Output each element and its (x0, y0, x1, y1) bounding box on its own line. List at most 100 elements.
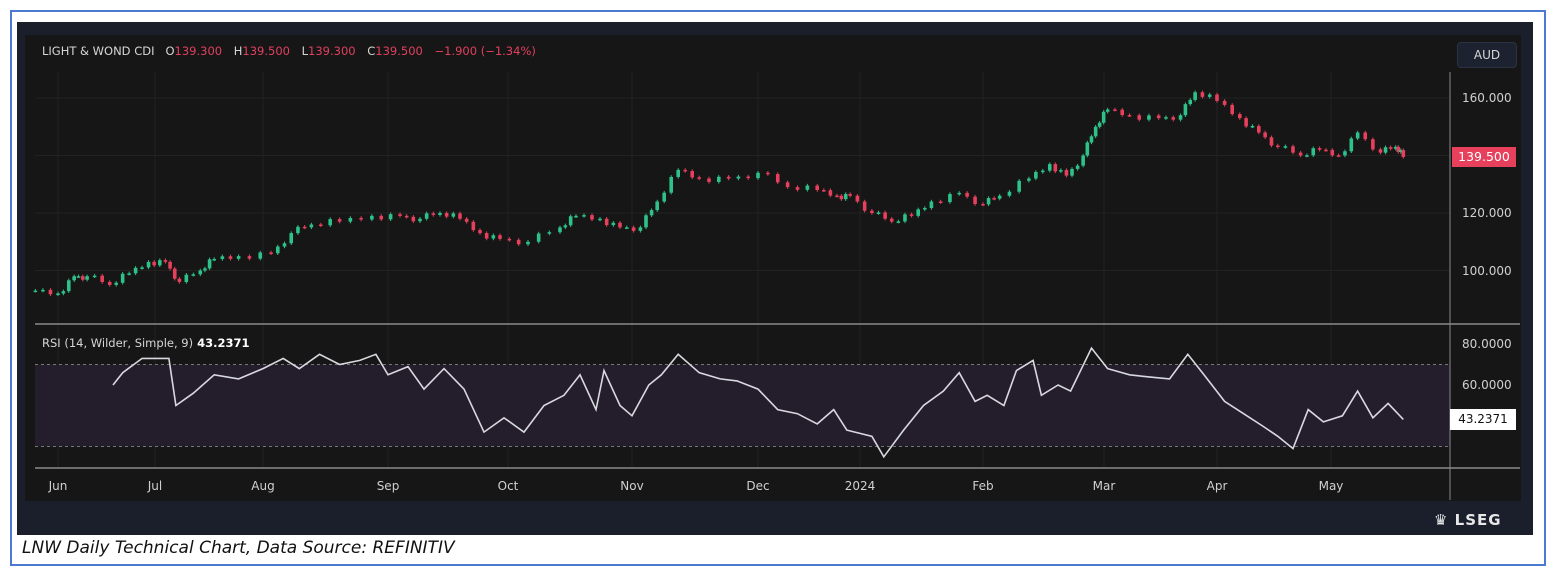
candle-body (431, 213, 436, 215)
candle-body (1097, 122, 1102, 127)
candle-body (1064, 170, 1069, 176)
candle-body (676, 169, 680, 177)
candle-body (1291, 146, 1295, 153)
candle-body (458, 213, 462, 219)
candle-body (649, 210, 654, 216)
candle-body (56, 293, 60, 295)
candle-body (1215, 94, 1219, 101)
candle-body (618, 222, 622, 228)
candle-body (212, 259, 217, 261)
candle-body (638, 227, 643, 231)
time-axis-label: Sep (376, 479, 400, 493)
candle-body (1120, 109, 1125, 116)
candle-body (828, 190, 833, 196)
candle-body (1137, 115, 1142, 120)
time-axis-label: 2024 (844, 479, 876, 493)
candle-body (302, 226, 307, 229)
candle-body (981, 203, 985, 206)
candle-body (411, 216, 416, 222)
time-axis-label: Oct (497, 479, 519, 493)
time-axis-label: Feb (972, 479, 994, 493)
candle-body (133, 267, 138, 274)
candle-body (328, 219, 333, 226)
candle-body (1393, 146, 1398, 149)
candle-body (236, 256, 241, 259)
candle-body (889, 218, 894, 222)
candle-body (418, 218, 422, 222)
candle-body (379, 215, 384, 220)
last-price-tag: 139.500 (1452, 147, 1516, 167)
figure-caption: LNW Daily Technical Chart, Data Source: … (22, 538, 455, 558)
symbol-name: LIGHT & WOND CDI (42, 44, 155, 58)
time-axis-label: Jun (48, 479, 68, 493)
candle-body (1178, 115, 1183, 120)
candle-body (309, 224, 314, 228)
candle-body (795, 187, 800, 190)
candle-body (848, 194, 852, 196)
time-axis-label: Apr (1206, 479, 1228, 493)
candle-body (348, 217, 353, 222)
rsi-value-tag: 43.2371 (1450, 409, 1516, 430)
candle-body (152, 261, 156, 266)
currency-button[interactable]: AUD (1457, 42, 1517, 68)
candle-body (805, 185, 810, 190)
candle-body (359, 217, 363, 220)
candle-body (896, 221, 901, 223)
time-axis-label: Mar (1092, 479, 1116, 493)
candle-body (1283, 146, 1288, 148)
candle-body (604, 218, 609, 226)
candle-body (48, 289, 53, 295)
candle-body (438, 213, 442, 215)
time-axis-label: Nov (620, 479, 644, 493)
candle-body (558, 227, 562, 233)
candle-body (1007, 191, 1012, 196)
candle-body (655, 201, 659, 211)
candle-body (451, 213, 456, 217)
candle-body (611, 222, 616, 226)
candle-body (876, 212, 881, 214)
lseg-logo: ♛ LSEG (1434, 511, 1502, 529)
candle-body (1070, 168, 1074, 176)
candle-body (1127, 115, 1132, 117)
candle-body (862, 201, 867, 211)
candle-body (184, 274, 189, 282)
candle-body (965, 192, 969, 197)
candle-body (1244, 118, 1248, 127)
high-label: H (233, 44, 243, 58)
candle-body (269, 252, 273, 254)
candle-body (1378, 149, 1383, 153)
candle-body (172, 268, 177, 279)
candle-body (582, 215, 586, 217)
candle-body (1230, 104, 1234, 115)
candle-body (92, 275, 97, 278)
candle-body (289, 233, 294, 244)
rsi-tick: 60.0000 (1462, 378, 1512, 392)
candle-body (464, 218, 469, 222)
candle-body (938, 201, 943, 203)
candle-body (526, 241, 530, 245)
candle-body (275, 246, 280, 254)
candle-body (76, 276, 81, 278)
candle-body (1355, 132, 1360, 139)
candle-body (1193, 92, 1197, 100)
candle-body (1330, 149, 1335, 156)
low-value: 139.300 (308, 44, 356, 58)
candle-body (478, 230, 482, 234)
candle-body (929, 201, 934, 209)
candle-body (923, 208, 927, 210)
candle-body (1371, 139, 1375, 150)
candle-body (1343, 151, 1347, 156)
candle-body (717, 176, 721, 182)
candle-body (625, 227, 629, 229)
candle-body (697, 177, 701, 179)
brand-name: LSEG (1454, 511, 1502, 529)
candle-body (536, 233, 541, 242)
candle-body (1113, 109, 1117, 111)
candle-body (707, 178, 711, 182)
candle-body (644, 215, 648, 228)
price-tick: 120.000 (1462, 206, 1512, 220)
candle-body (207, 259, 212, 269)
candle-body (177, 278, 182, 282)
candle-body (127, 273, 131, 275)
